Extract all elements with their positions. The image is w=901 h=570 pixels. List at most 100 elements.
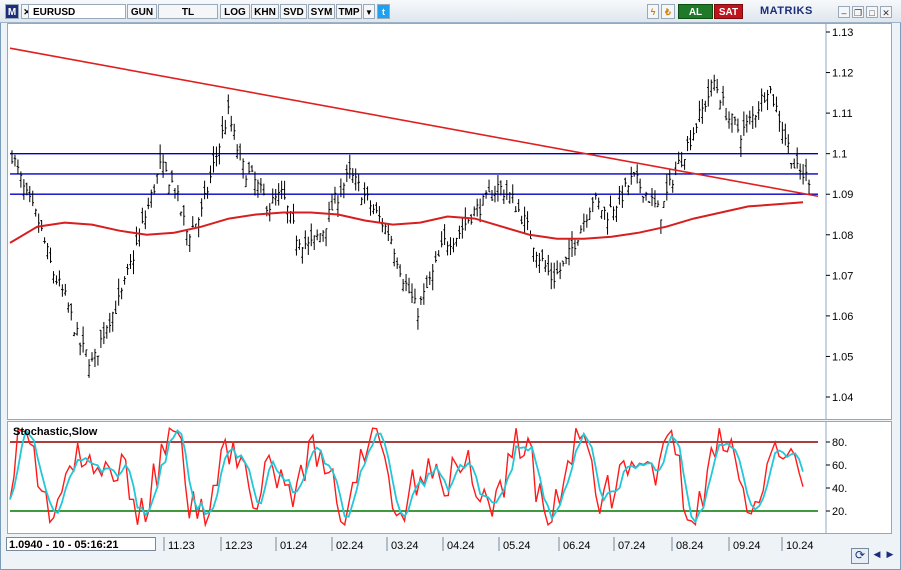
x-tick-label: 11.23 bbox=[168, 540, 195, 552]
price-y-tick-label: 1.07 bbox=[832, 270, 853, 282]
maximize-icon[interactable]: □ bbox=[866, 6, 878, 18]
candle bbox=[333, 186, 337, 204]
menu-icon[interactable]: M bbox=[5, 4, 19, 19]
candle bbox=[727, 111, 731, 129]
candle bbox=[99, 329, 103, 348]
candle bbox=[704, 100, 707, 112]
candle bbox=[55, 275, 58, 285]
candle bbox=[428, 271, 432, 286]
candle bbox=[662, 200, 666, 208]
candle bbox=[784, 123, 787, 146]
candle bbox=[624, 177, 627, 187]
candle bbox=[182, 205, 186, 226]
twitter-icon[interactable]: t bbox=[377, 4, 390, 19]
candle bbox=[689, 130, 692, 151]
brand-logo: MATRIKS bbox=[760, 5, 813, 17]
candle bbox=[306, 236, 310, 255]
tmp-button[interactable]: TMP bbox=[336, 4, 362, 19]
stochastic-k-line bbox=[9, 426, 804, 528]
price-y-tick-label: 1.09 bbox=[832, 189, 853, 201]
scroll-left-icon[interactable]: ◀ bbox=[873, 549, 881, 559]
candle bbox=[339, 178, 343, 198]
close-icon[interactable]: ✕ bbox=[880, 6, 892, 18]
candle bbox=[754, 114, 758, 128]
candle bbox=[309, 223, 313, 247]
candle bbox=[641, 195, 645, 203]
stochastic-d-line bbox=[9, 428, 804, 524]
candle bbox=[804, 158, 808, 182]
candle bbox=[789, 162, 793, 169]
candle bbox=[472, 206, 476, 217]
candle bbox=[404, 273, 408, 292]
candle bbox=[674, 161, 678, 176]
candle bbox=[298, 239, 301, 250]
candle bbox=[221, 116, 224, 139]
candle bbox=[615, 205, 618, 222]
restore-icon[interactable]: ❐ bbox=[852, 6, 864, 18]
candle bbox=[286, 205, 289, 224]
candle bbox=[626, 185, 630, 196]
candle bbox=[64, 283, 67, 296]
price-y-tick-label: 1.06 bbox=[832, 311, 853, 323]
candle bbox=[742, 111, 746, 136]
symbol-field[interactable]: EURUSD bbox=[28, 4, 126, 19]
candle bbox=[155, 173, 159, 184]
sym-button[interactable]: SYM bbox=[308, 4, 335, 19]
toolbar: M ✕ EURUSD GUN TL LOG KHN SVD SYM TMP ▼ … bbox=[0, 0, 901, 23]
candle bbox=[647, 200, 651, 203]
khn-button[interactable]: KHN bbox=[251, 4, 279, 19]
scroll-right-icon[interactable]: ▶ bbox=[886, 549, 894, 559]
currency-icon[interactable]: ₺ bbox=[661, 4, 675, 19]
log-button[interactable]: LOG bbox=[220, 4, 250, 19]
candle bbox=[31, 190, 35, 207]
x-tick-label: 12.23 bbox=[225, 540, 253, 552]
currency-tl-button[interactable]: TL bbox=[158, 4, 218, 19]
candle bbox=[416, 308, 420, 330]
candle bbox=[90, 352, 94, 362]
sell-button[interactable]: SAT bbox=[714, 4, 743, 19]
stochastic-y-tick-label: 80. bbox=[832, 437, 847, 449]
candle bbox=[795, 147, 799, 169]
candle bbox=[683, 159, 686, 170]
candle bbox=[434, 251, 438, 263]
candle bbox=[665, 173, 669, 201]
candle bbox=[558, 262, 562, 280]
candle bbox=[464, 207, 467, 231]
lightning-icon[interactable]: ϟ bbox=[647, 4, 659, 19]
x-tick-label: 08.24 bbox=[676, 540, 704, 552]
x-tick-label: 09.24 bbox=[733, 540, 761, 552]
candle bbox=[594, 192, 598, 200]
candle bbox=[621, 185, 624, 208]
candle bbox=[135, 226, 138, 246]
candle bbox=[425, 275, 429, 289]
candle bbox=[366, 186, 369, 201]
candle bbox=[760, 88, 763, 112]
candle bbox=[499, 180, 503, 196]
refresh-icon[interactable]: ⟳ bbox=[851, 548, 869, 564]
candle bbox=[84, 349, 88, 357]
candle bbox=[588, 207, 592, 220]
candle bbox=[597, 197, 600, 210]
minimize-icon[interactable]: – bbox=[838, 6, 850, 18]
stochastic-y-tick-label: 60. bbox=[832, 460, 847, 472]
buy-button[interactable]: AL bbox=[678, 4, 713, 19]
candle bbox=[262, 183, 266, 196]
candle bbox=[66, 302, 70, 313]
candle bbox=[603, 206, 606, 220]
candle bbox=[739, 135, 743, 158]
svd-button[interactable]: SVD bbox=[280, 4, 307, 19]
candle bbox=[46, 243, 49, 260]
price-y-tick-label: 1.12 bbox=[832, 68, 853, 80]
candle bbox=[253, 171, 257, 196]
dropdown-arrow-icon[interactable]: ▼ bbox=[363, 4, 375, 19]
candle bbox=[37, 213, 40, 233]
candle bbox=[10, 150, 14, 164]
candle bbox=[564, 256, 568, 265]
candle bbox=[22, 179, 26, 200]
candle bbox=[570, 231, 574, 257]
candle bbox=[179, 211, 183, 217]
candle bbox=[496, 175, 500, 202]
period-gun-button[interactable]: GUN bbox=[127, 4, 157, 19]
candle bbox=[549, 262, 553, 290]
